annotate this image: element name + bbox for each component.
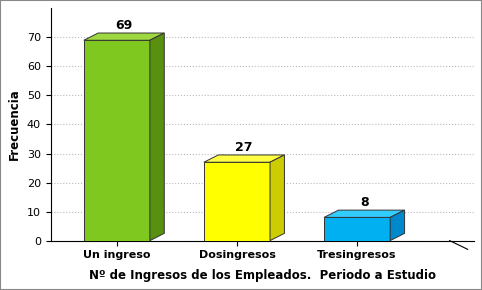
Polygon shape <box>204 162 270 241</box>
Polygon shape <box>84 33 164 40</box>
Polygon shape <box>390 210 404 241</box>
Text: 27: 27 <box>235 141 253 153</box>
X-axis label: Nº de Ingresos de los Empleados.  Periodo a Estudio: Nº de Ingresos de los Empleados. Periodo… <box>89 269 436 282</box>
Polygon shape <box>270 155 284 241</box>
Polygon shape <box>324 210 404 218</box>
Polygon shape <box>324 218 390 241</box>
Polygon shape <box>150 33 164 241</box>
Text: 8: 8 <box>360 196 369 209</box>
Polygon shape <box>204 155 284 162</box>
Polygon shape <box>84 40 150 241</box>
Text: 69: 69 <box>115 19 133 32</box>
Y-axis label: Frecuencia: Frecuencia <box>8 89 21 160</box>
